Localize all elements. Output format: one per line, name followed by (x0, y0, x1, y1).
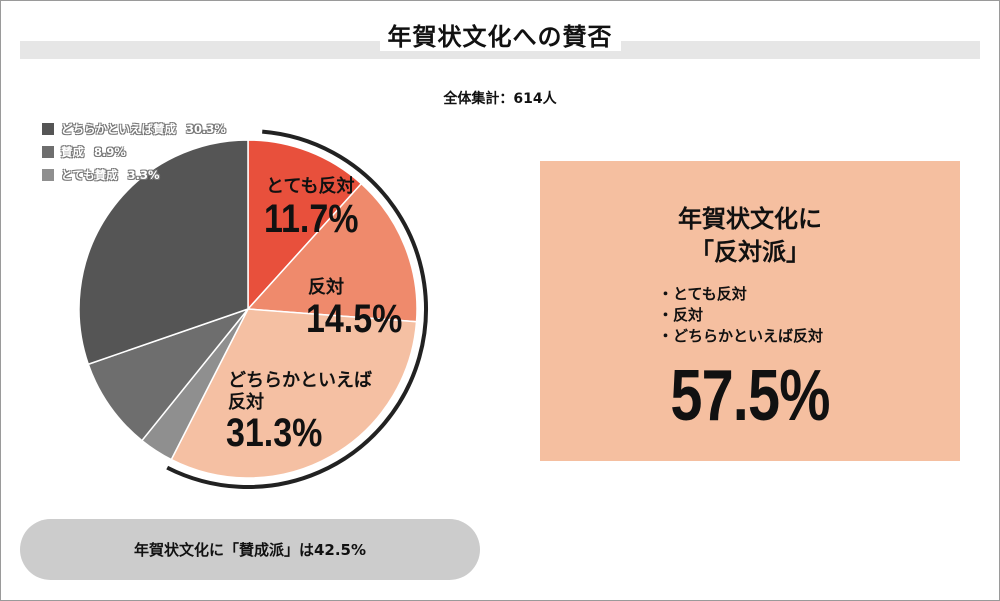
oppose-total-percent: 57.5% (670, 356, 830, 436)
callout-title: 年賀状文化に 「反対派」 (540, 203, 960, 269)
callout-title-line2: 「反対派」 (690, 238, 810, 266)
agree-summary-pill: 年賀状文化に「賛成派」は42.5% (20, 519, 480, 580)
callout-title-line1: 年賀状文化に (678, 205, 822, 233)
callout-item: ・どちらかといえば反対 (658, 327, 824, 345)
total-respondents: 全体集計：614人 (443, 91, 557, 107)
slice-label: 反対 (228, 391, 264, 413)
legend-label: どちらかといえば賛成 (61, 122, 176, 136)
legend-swatch (42, 123, 54, 135)
pie-slice (246, 182, 418, 323)
pie-slices (78, 139, 418, 479)
slice-label: どちらかといえば (228, 370, 372, 391)
legend-swatch (42, 169, 54, 181)
pie-slice (87, 307, 251, 442)
slice-label: とても反対 (266, 175, 355, 197)
chart-title: 年賀状文化への賛否 (0, 17, 1000, 52)
legend-label: とても賛成 (61, 168, 118, 182)
chart-title-text: 年賀状文化への賛否 (379, 23, 621, 51)
callout-item: ・とても反対 (658, 285, 747, 303)
slice-label: 反対 (308, 276, 344, 298)
legend-value: 8.9% (94, 145, 126, 159)
pie-slice (247, 139, 363, 311)
legend-label: 賛成 (61, 145, 84, 159)
legend: どちらかといえば賛成 30.3% 賛成 8.9% とても賛成 3.3% (42, 119, 226, 188)
legend-value: 30.3% (186, 122, 226, 136)
oppose-summary-box: 年賀状文化に 「反対派」 ・とても反対 ・反対 ・どちらかといえば反対 57.5… (540, 161, 960, 461)
legend-swatch (42, 146, 54, 158)
slice-label: 11.7% (264, 195, 359, 240)
legend-item: とても賛成 3.3% (42, 165, 226, 185)
legend-item: どちらかといえば賛成 30.3% (42, 119, 226, 139)
callout-item: ・反対 (658, 306, 704, 324)
pie-slice (78, 139, 249, 366)
oppose-arc (166, 129, 428, 489)
pie-slice (170, 308, 418, 479)
legend-value: 3.3% (127, 168, 160, 182)
legend-item: 賛成 8.9% (42, 142, 226, 162)
slice-label: 14.5% (306, 295, 402, 340)
slice-label: 31.3% (226, 409, 322, 454)
callout-items: ・とても反対 ・反対 ・どちらかといえば反対 (658, 284, 823, 347)
